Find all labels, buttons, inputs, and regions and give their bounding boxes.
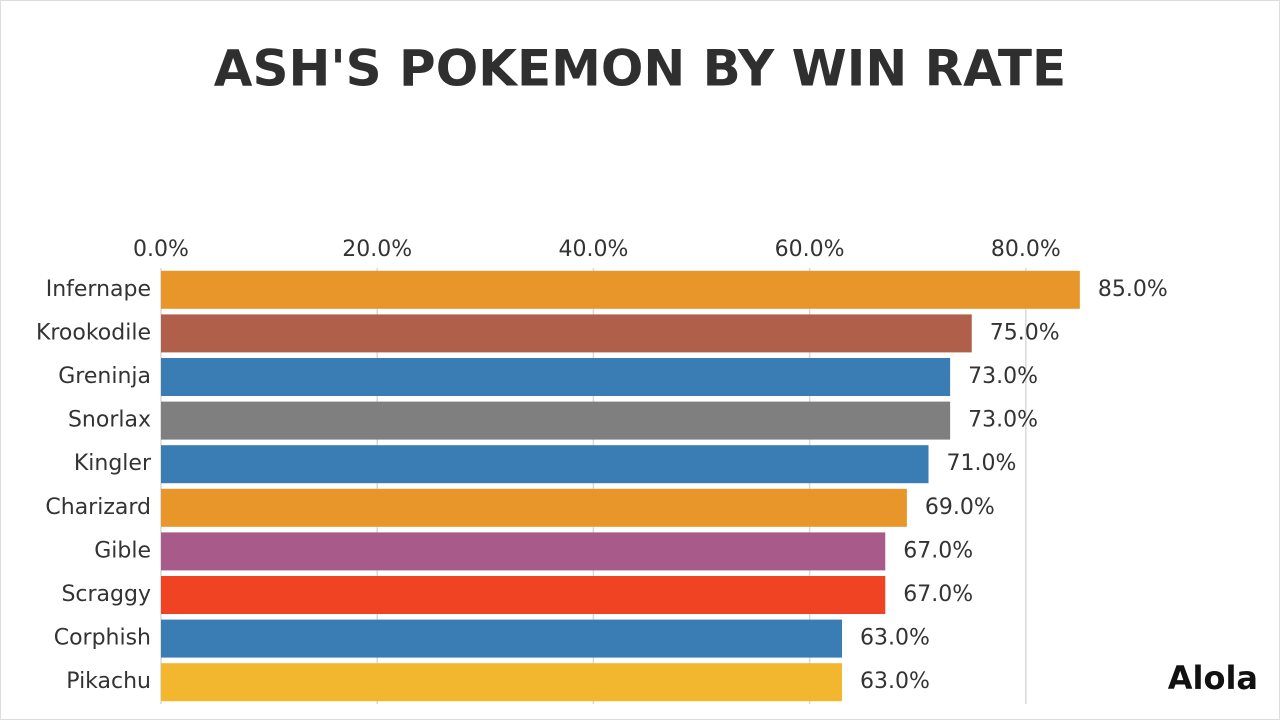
value-label: 73.0% xyxy=(968,408,1038,433)
x-tick-label: 40.0% xyxy=(558,237,628,262)
bar xyxy=(161,314,972,353)
chart-title: ASH'S POKEMON BY WIN RATE xyxy=(214,40,1066,98)
x-tick-label: 20.0% xyxy=(342,237,412,262)
y-tick-label: Krookodile xyxy=(36,320,151,345)
value-label: 67.0% xyxy=(903,582,973,607)
y-tick-label: Scraggy xyxy=(61,582,151,607)
y-tick-label: Gible xyxy=(94,538,151,563)
bar xyxy=(161,401,951,440)
value-label: 63.0% xyxy=(860,669,930,694)
bar xyxy=(161,619,843,658)
x-tick-label: 60.0% xyxy=(775,237,845,262)
bar xyxy=(161,488,907,527)
y-tick-label: Pikachu xyxy=(66,669,151,694)
y-tick-label: Greninja xyxy=(58,364,151,389)
bar xyxy=(161,576,886,614)
bar xyxy=(161,270,1080,309)
value-label: 71.0% xyxy=(947,451,1017,476)
x-tick-label: 80.0% xyxy=(991,237,1061,262)
value-label: 69.0% xyxy=(925,495,995,520)
value-label: 73.0% xyxy=(968,364,1038,389)
value-label: 85.0% xyxy=(1098,277,1168,302)
y-tick-label: Infernape xyxy=(46,277,151,302)
bar xyxy=(161,445,929,484)
annotation: Alola xyxy=(1168,659,1258,697)
x-tick-label: 0.0% xyxy=(133,237,189,262)
y-tick-label: Snorlax xyxy=(68,408,151,433)
bar xyxy=(161,663,843,702)
value-label: 67.0% xyxy=(903,538,973,563)
value-label: 63.0% xyxy=(860,626,930,651)
bar xyxy=(161,358,951,396)
y-tick-label: Corphish xyxy=(54,626,151,651)
y-tick-label: Kingler xyxy=(74,451,152,476)
value-label: 75.0% xyxy=(990,320,1060,345)
y-tick-label: Charizard xyxy=(45,495,151,520)
bar xyxy=(161,532,886,571)
